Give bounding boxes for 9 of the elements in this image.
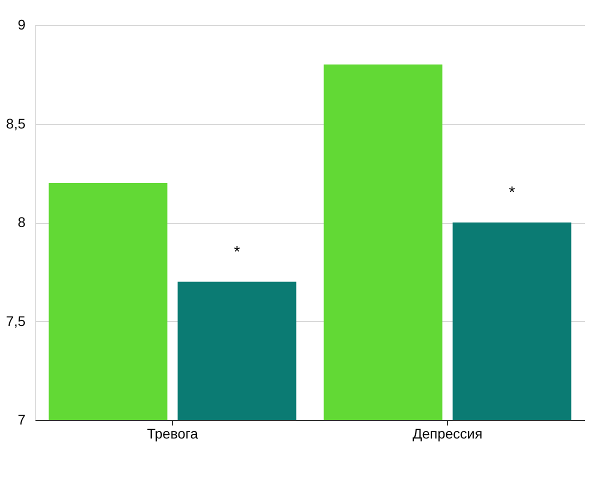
x-tick-label: Тревога xyxy=(147,426,198,442)
y-tick-label: 7,5 xyxy=(6,312,26,329)
y-tick-label: 8 xyxy=(18,214,26,230)
annotation: * xyxy=(234,244,240,261)
annotation: * xyxy=(508,184,516,202)
x-tick-label: Депрессия xyxy=(412,426,482,442)
y-tick-label: 7 xyxy=(18,412,26,428)
y-tick-label: 8,5 xyxy=(6,115,26,132)
y-tick-label: 9 xyxy=(18,16,26,32)
